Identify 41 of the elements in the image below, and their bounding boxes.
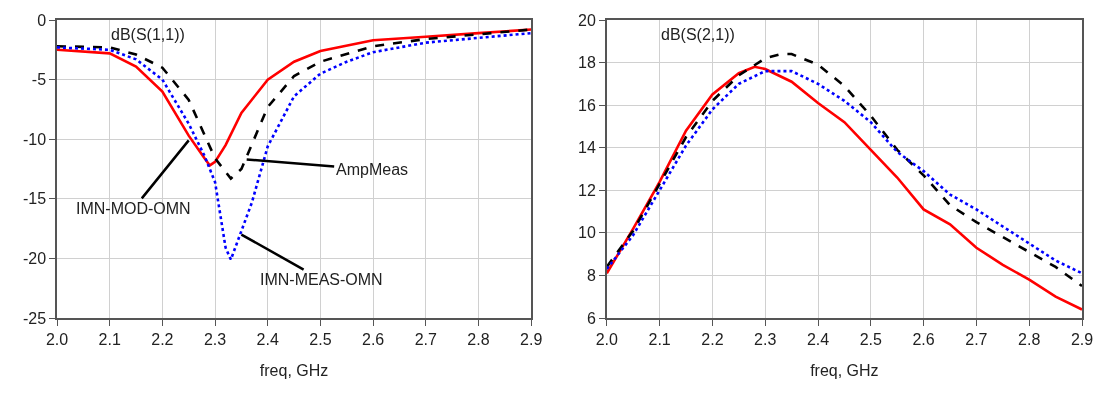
- y-tick-label: -25: [22, 309, 47, 327]
- x-axis-title: freq, GHz: [810, 362, 879, 380]
- y-tick-label: -15: [22, 190, 47, 208]
- annotation: IMN-MEAS-OMN: [260, 271, 383, 288]
- chart-title: dB(S(2,1)): [661, 26, 735, 43]
- x-tick-label: 2.2: [701, 330, 724, 348]
- y-tick-label: 20: [578, 11, 596, 29]
- x-tick-label: 2.4: [806, 330, 830, 348]
- x-tick-label: 2.2: [151, 330, 174, 348]
- x-tick-label: 2.4: [256, 330, 279, 348]
- y-tick-label: 8: [586, 267, 596, 285]
- annotation: AmpMeas: [336, 161, 409, 178]
- y-tick-label: 14: [578, 139, 596, 157]
- x-tick-label: 2.3: [754, 330, 777, 348]
- y-tick-label: -5: [31, 71, 47, 89]
- y-tick-label: -20: [22, 250, 47, 267]
- y-tick-label: -10: [22, 130, 47, 148]
- y-tick-label: 6: [586, 309, 596, 327]
- annotation: IMN-MOD-OMN: [76, 200, 191, 217]
- y-tick-label: 12: [578, 181, 596, 199]
- x-tick-label: 2.0: [45, 330, 69, 348]
- x-tick-label: 2.1: [98, 330, 121, 348]
- x-tick-label: 2.7: [414, 330, 438, 348]
- x-tick-label: 2.6: [912, 330, 935, 348]
- y-tick-label: 0: [37, 11, 47, 29]
- x-tick-label: 2.7: [965, 330, 988, 348]
- x-tick-label: 2.6: [361, 330, 385, 348]
- x-tick-label: 2.1: [648, 330, 671, 348]
- x-tick-label: 2.8: [1018, 330, 1041, 348]
- y-tick-label: 10: [578, 224, 596, 242]
- x-tick-label: 2.9: [1070, 330, 1094, 348]
- y-tick-label: 18: [578, 54, 596, 72]
- chart-title: dB(S(1,1)): [111, 26, 185, 43]
- x-tick-label: 2.5: [309, 330, 332, 348]
- y-tick-label: 16: [578, 96, 596, 114]
- x-tick-label: 2.3: [203, 330, 227, 348]
- x-axis-title: freq, GHz: [259, 362, 329, 380]
- x-tick-label: 2.9: [520, 330, 543, 348]
- x-tick-label: 2.8: [467, 330, 490, 348]
- x-tick-label: 2.5: [859, 330, 883, 348]
- x-tick-label: 2.0: [595, 330, 619, 348]
